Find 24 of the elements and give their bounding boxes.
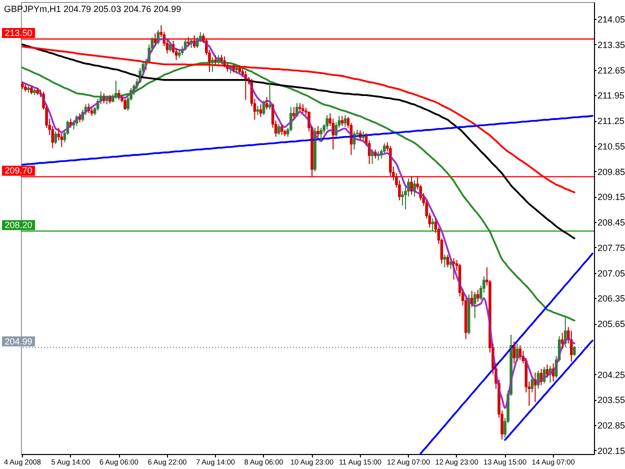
ref-line-label: 213.50 <box>4 28 32 38</box>
y-tick-label: 211.25 <box>598 116 624 126</box>
y-tick-label: 212.65 <box>598 65 625 76</box>
y-tick-label: 209.15 <box>598 192 625 202</box>
y-tick-label: 205.65 <box>598 319 625 330</box>
y-tick-label: 202.15 <box>598 446 625 456</box>
y-tick-label: 210.55 <box>598 141 625 152</box>
ref-line-label: 209.70 <box>4 166 32 176</box>
line-series <box>420 252 594 454</box>
y-tick-label: 207.75 <box>598 242 625 253</box>
y-tick-label: 203.55 <box>598 395 625 406</box>
y-tick-label: 207.05 <box>598 268 625 278</box>
y-tick-label: 213.35 <box>598 40 625 50</box>
y-tick-label: 209.85 <box>598 166 625 177</box>
y-tick-label: 206.35 <box>598 294 625 304</box>
y-tick-label: 204.25 <box>598 370 625 380</box>
y-tick-label: 202.85 <box>598 420 625 430</box>
y-tick-label: 214.05 <box>598 14 625 25</box>
ref-line-label: 204.99 <box>4 336 32 346</box>
chart-title: GBPJPYm,H1 204.79 205.03 204.76 204.99 <box>4 4 182 14</box>
y-tick-label: 211.95 <box>598 90 624 101</box>
ref-line-label: 208.20 <box>4 220 32 230</box>
y-tick-label: 208.45 <box>598 218 625 228</box>
line-series <box>504 340 594 441</box>
